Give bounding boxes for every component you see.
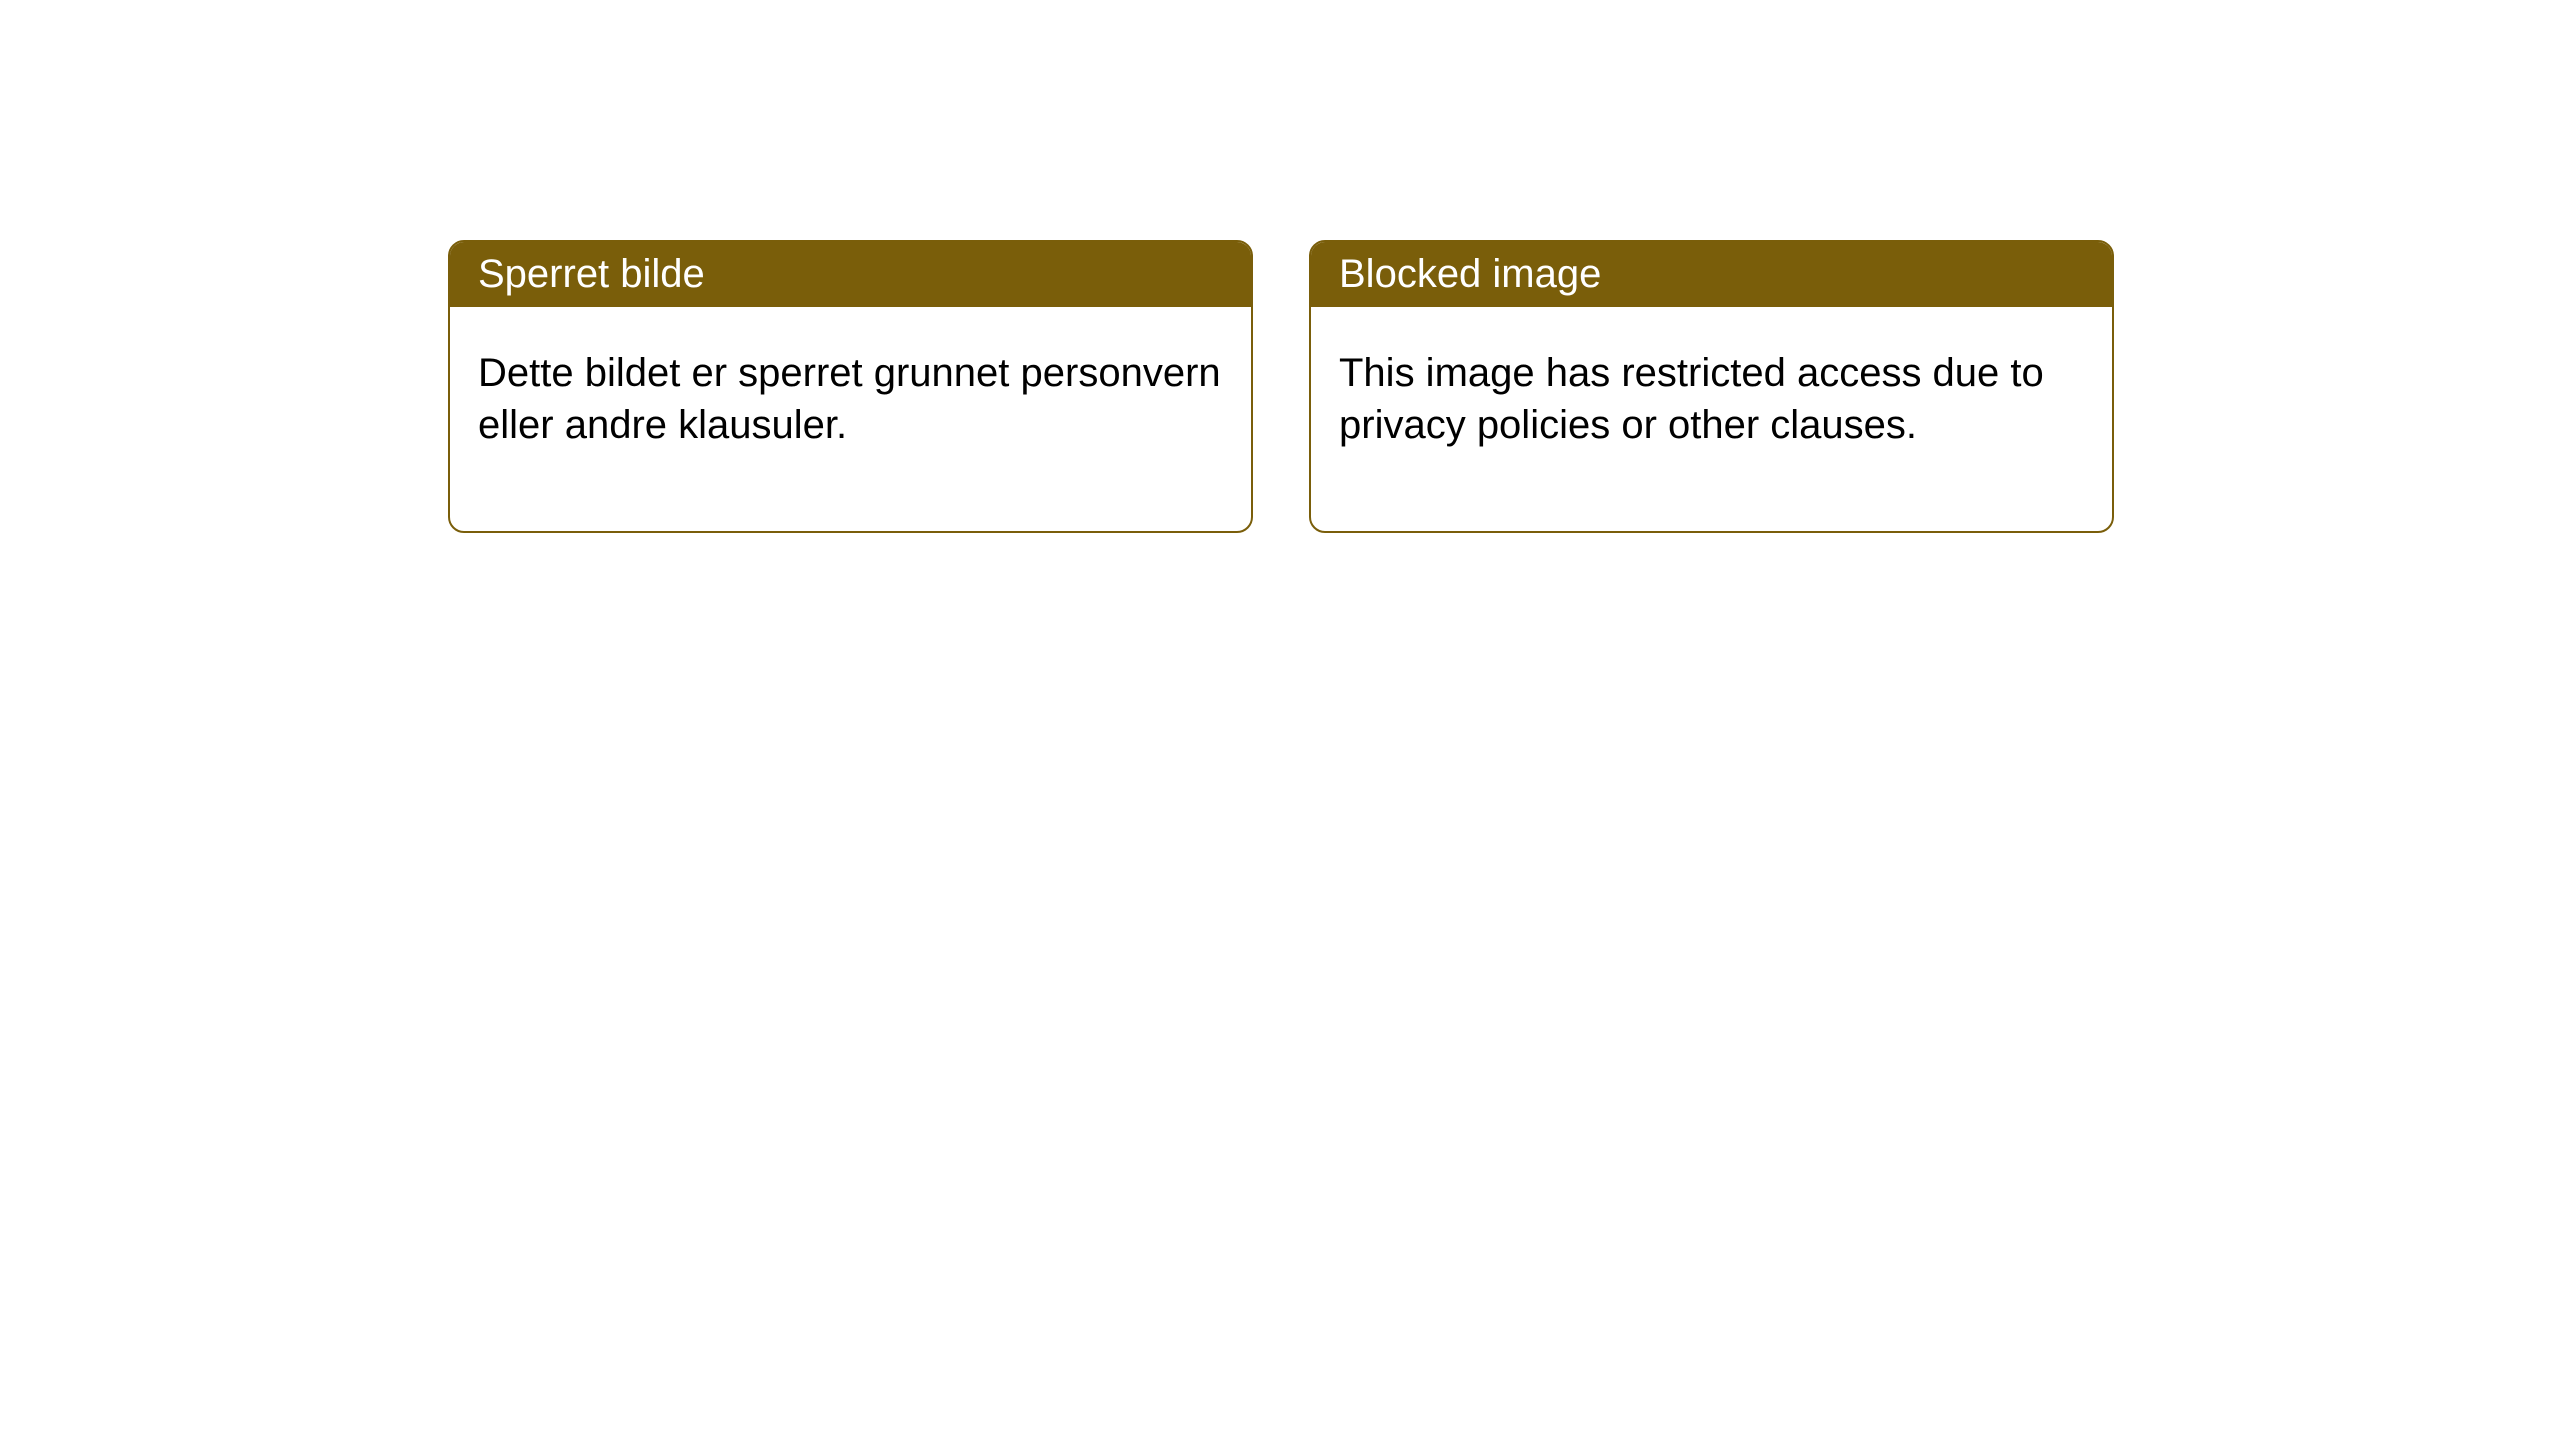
card-header: Sperret bilde	[450, 242, 1251, 307]
card-body-text: Dette bildet er sperret grunnet personve…	[478, 351, 1221, 447]
notice-card-norwegian: Sperret bilde Dette bildet er sperret gr…	[448, 240, 1253, 533]
card-body-text: This image has restricted access due to …	[1339, 351, 2044, 447]
card-title: Sperret bilde	[478, 252, 705, 296]
notice-card-english: Blocked image This image has restricted …	[1309, 240, 2114, 533]
notice-container: Sperret bilde Dette bildet er sperret gr…	[448, 240, 2114, 533]
card-title: Blocked image	[1339, 252, 1601, 296]
card-header: Blocked image	[1311, 242, 2112, 307]
card-body: Dette bildet er sperret grunnet personve…	[450, 307, 1251, 531]
card-body: This image has restricted access due to …	[1311, 307, 2112, 531]
